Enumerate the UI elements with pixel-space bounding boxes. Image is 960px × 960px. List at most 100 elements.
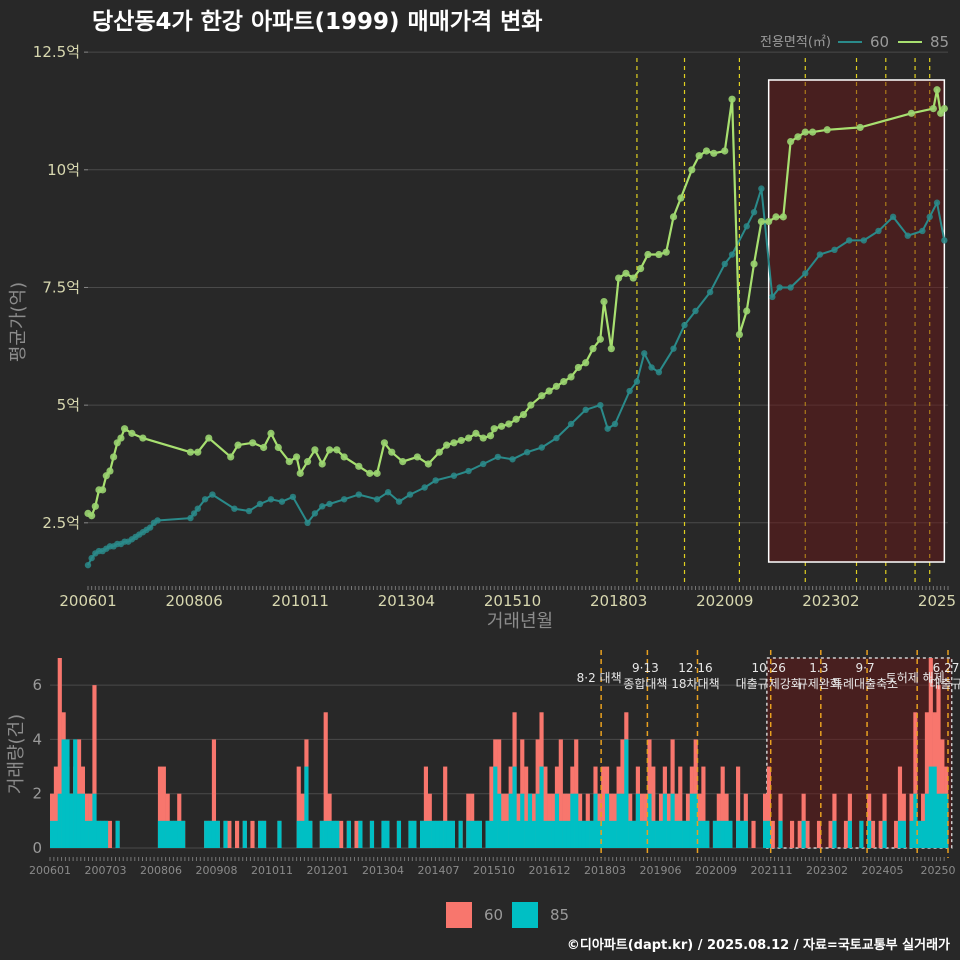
bar-60	[250, 820, 255, 848]
bar-85	[385, 820, 390, 848]
series-85-point	[106, 467, 114, 475]
bar-85	[547, 820, 552, 848]
price-y-tick-label: 7.5억	[42, 278, 80, 296]
series-85-point	[303, 458, 312, 466]
policy-annotation-line: 규제완화	[797, 677, 841, 691]
bar-85	[901, 820, 906, 848]
bar-85	[566, 820, 571, 848]
series-85-point	[292, 453, 301, 461]
bar-85	[928, 766, 933, 848]
series-60-point	[147, 524, 154, 531]
volume-x-tick-label: 202405	[862, 864, 904, 877]
bar-60	[423, 766, 428, 848]
bar-85	[477, 820, 482, 848]
policy-annotation: 토허제 해제	[886, 671, 945, 685]
bar-85	[620, 793, 625, 848]
bar-60	[92, 685, 97, 848]
price-legend: 전용면적(㎡) 60 85	[760, 33, 949, 51]
bar-85	[50, 820, 55, 848]
series-85-point	[227, 453, 235, 461]
policy-annotation: 6.27 대출규	[929, 661, 960, 691]
series-60-point	[201, 496, 209, 503]
bar-60	[558, 739, 563, 848]
bar-60	[770, 820, 775, 848]
legend-bar85-swatch	[512, 902, 538, 928]
series-60-point	[787, 284, 794, 291]
legend-title: 전용면적(㎡)	[760, 35, 831, 50]
series-60-point	[904, 232, 911, 239]
bar-85	[500, 820, 506, 848]
series-60-point	[406, 491, 414, 498]
bar-60	[720, 766, 725, 848]
bar-60	[897, 766, 903, 848]
bar-85	[682, 820, 687, 848]
series-85-point	[479, 434, 487, 442]
series-85-point	[582, 359, 590, 367]
bar-85	[658, 820, 664, 848]
bar-85	[489, 820, 494, 848]
bar-60	[107, 820, 112, 848]
volume-y-axis-title: 거래량(건)	[6, 714, 27, 794]
policy-annotation-line: 12·16	[678, 661, 712, 675]
bar-60	[843, 820, 849, 848]
policy-annotation-line: 10.26	[752, 661, 786, 675]
bar-85	[705, 820, 710, 848]
legend-bar85-label: 85	[550, 906, 569, 924]
series-60-point	[88, 554, 95, 562]
bar-85	[685, 820, 691, 848]
bar-85	[508, 793, 513, 848]
series-85-point	[757, 217, 765, 226]
bar-60	[936, 685, 941, 848]
bar-85	[473, 820, 479, 848]
series-60-point	[582, 406, 589, 414]
bar-85	[628, 820, 633, 848]
series-85-point	[929, 105, 937, 113]
series-60-point	[860, 237, 868, 244]
series-85-point	[399, 458, 407, 466]
series-60-point	[187, 514, 194, 522]
policy-annotation-line: 9·7	[856, 661, 875, 675]
series-85-point	[373, 469, 381, 477]
series-85-point	[128, 429, 136, 437]
bar-85	[435, 820, 440, 848]
volume-y-tick-label: 6	[32, 676, 42, 694]
series-85-point	[655, 250, 663, 259]
volume-x-tick-label: 200703	[85, 864, 127, 877]
series-85-point	[285, 458, 293, 466]
series-85-point	[512, 415, 520, 423]
series-85-point	[940, 105, 948, 113]
bar-85	[639, 820, 644, 848]
series-60-point	[597, 401, 604, 409]
series-60-point	[319, 503, 326, 510]
volume-x-tick-label: 200908	[196, 864, 238, 877]
bar-85	[412, 820, 417, 848]
series-85-point	[688, 166, 696, 174]
footer-credit: ©디아파트(dapt.kr) / 2025.08.12 / 자료=국토교통부 실…	[567, 937, 950, 953]
price-x-axis-title: 거래년월	[487, 611, 553, 632]
bar-60	[678, 766, 683, 848]
volume-x-tick-label: 201407	[418, 864, 460, 877]
series-60-point	[480, 460, 487, 468]
bar-85	[516, 820, 521, 848]
policy-annotation: 1.3 규제완화	[797, 661, 841, 691]
policy-annotation: 10.26 대출규제강화	[736, 661, 802, 691]
bar-85	[763, 820, 768, 848]
series-85-point	[249, 439, 257, 447]
bar-85	[766, 820, 772, 848]
bar-85	[689, 793, 694, 848]
bar-85	[589, 820, 594, 848]
series-85-point	[644, 250, 652, 259]
bar-60	[789, 820, 795, 848]
price-gridlines	[88, 51, 948, 524]
series-60-point	[758, 185, 765, 192]
bar-85	[277, 820, 282, 848]
bar-85	[493, 766, 498, 848]
bar-85	[867, 820, 872, 848]
bar-85	[631, 820, 637, 848]
bar-85	[697, 820, 702, 848]
price-y-axis-title: 평균가(억)	[8, 282, 29, 362]
price-y-tick-label: 2.5억	[42, 514, 80, 532]
series-60-point	[278, 498, 286, 505]
series-85-point	[340, 453, 348, 461]
